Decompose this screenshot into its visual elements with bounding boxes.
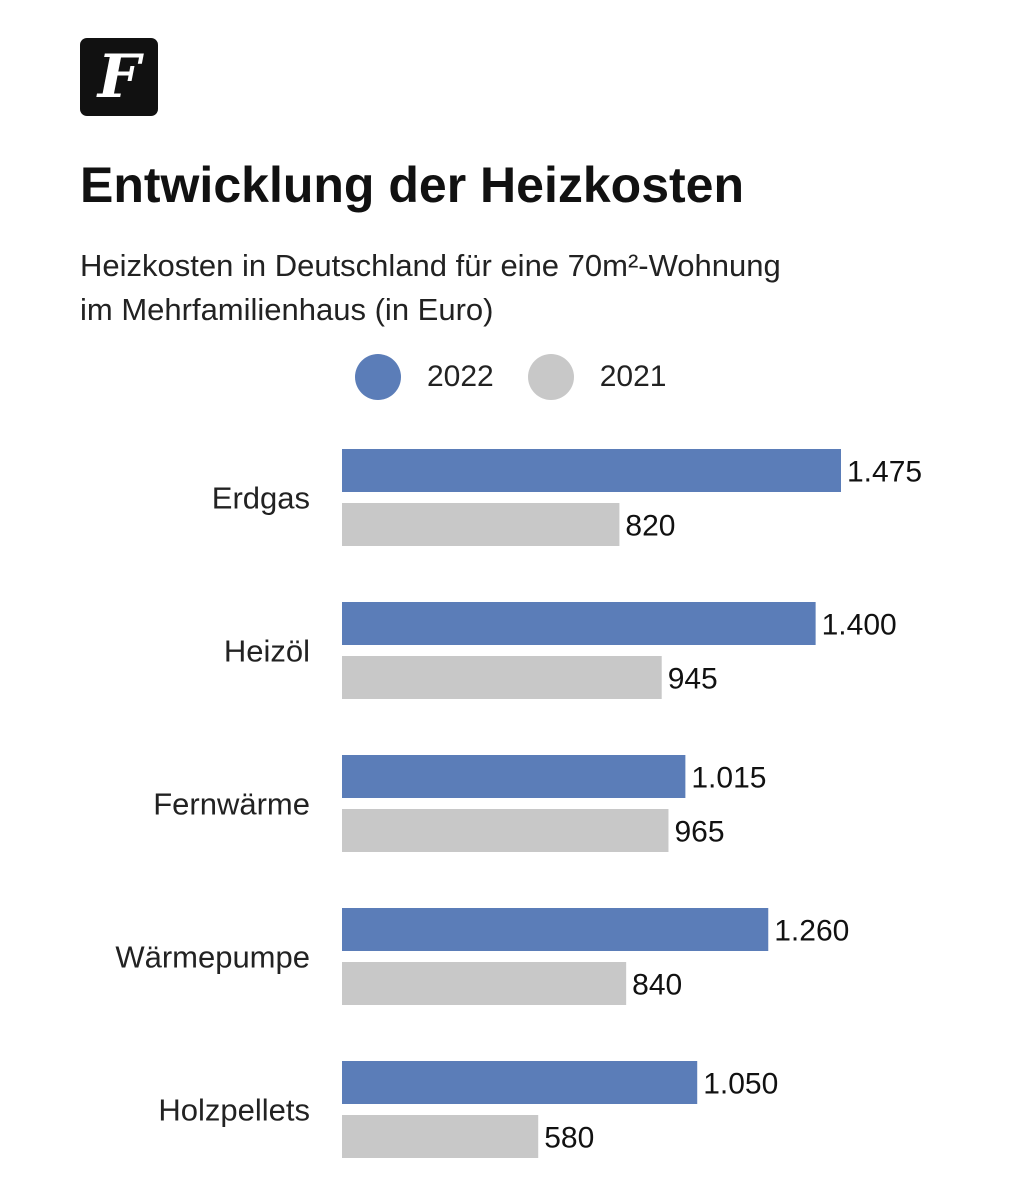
subtitle-line-1: Heizkosten in Deutschland für eine 70m²-… [80, 248, 781, 283]
data-label-2021-0: 820 [625, 510, 675, 543]
bar-2021-2 [342, 809, 669, 852]
data-label-2021-1: 945 [668, 663, 718, 696]
legend-label-2021: 2021 [599, 360, 667, 393]
bar-2021-1 [342, 656, 662, 699]
bar-2021-3 [342, 962, 627, 1005]
data-label-2021-2: 965 [674, 816, 724, 849]
category-label-0: Erdgas [212, 481, 310, 516]
data-label-2022-1: 1.400 [822, 609, 897, 642]
bar-2022-0 [342, 449, 841, 492]
faz-logo: F [80, 38, 158, 116]
legend-item-2021: 2021 [527, 354, 667, 400]
bar-2022-3 [342, 908, 769, 951]
data-label-2021-4: 580 [544, 1122, 594, 1155]
legend-swatch-2021 [527, 354, 574, 400]
bar-2021-0 [342, 503, 620, 546]
bar-2022-1 [342, 602, 816, 645]
legend-item-2022: 2022 [355, 354, 494, 400]
subtitle-line-2: im Mehrfamilienhaus (in Euro) [80, 292, 494, 327]
bar-2022-2 [342, 755, 686, 798]
data-label-2022-2: 1.015 [691, 762, 766, 795]
data-label-2022-4: 1.050 [703, 1068, 778, 1101]
legend: 2022 2021 [355, 352, 701, 402]
chart-subtitle: Heizkosten in Deutschland für eine 70m²-… [80, 244, 980, 332]
data-label-2022-3: 1.260 [774, 915, 849, 948]
category-label-2: Fernwärme [153, 787, 310, 822]
data-label-2021-3: 840 [632, 969, 682, 1002]
bar-2022-4 [342, 1061, 698, 1104]
bar-2021-4 [342, 1115, 539, 1158]
category-label-4: Holzpellets [158, 1093, 310, 1128]
logo-letter: F [97, 42, 141, 112]
chart-title: Entwicklung der Heizkosten [80, 157, 745, 213]
category-label-1: Heizöl [224, 634, 310, 669]
data-label-2022-0: 1.475 [847, 456, 922, 489]
legend-swatch-2022 [355, 354, 401, 400]
legend-label-2022: 2022 [427, 360, 494, 393]
category-label-3: Wärmepumpe [115, 940, 310, 975]
